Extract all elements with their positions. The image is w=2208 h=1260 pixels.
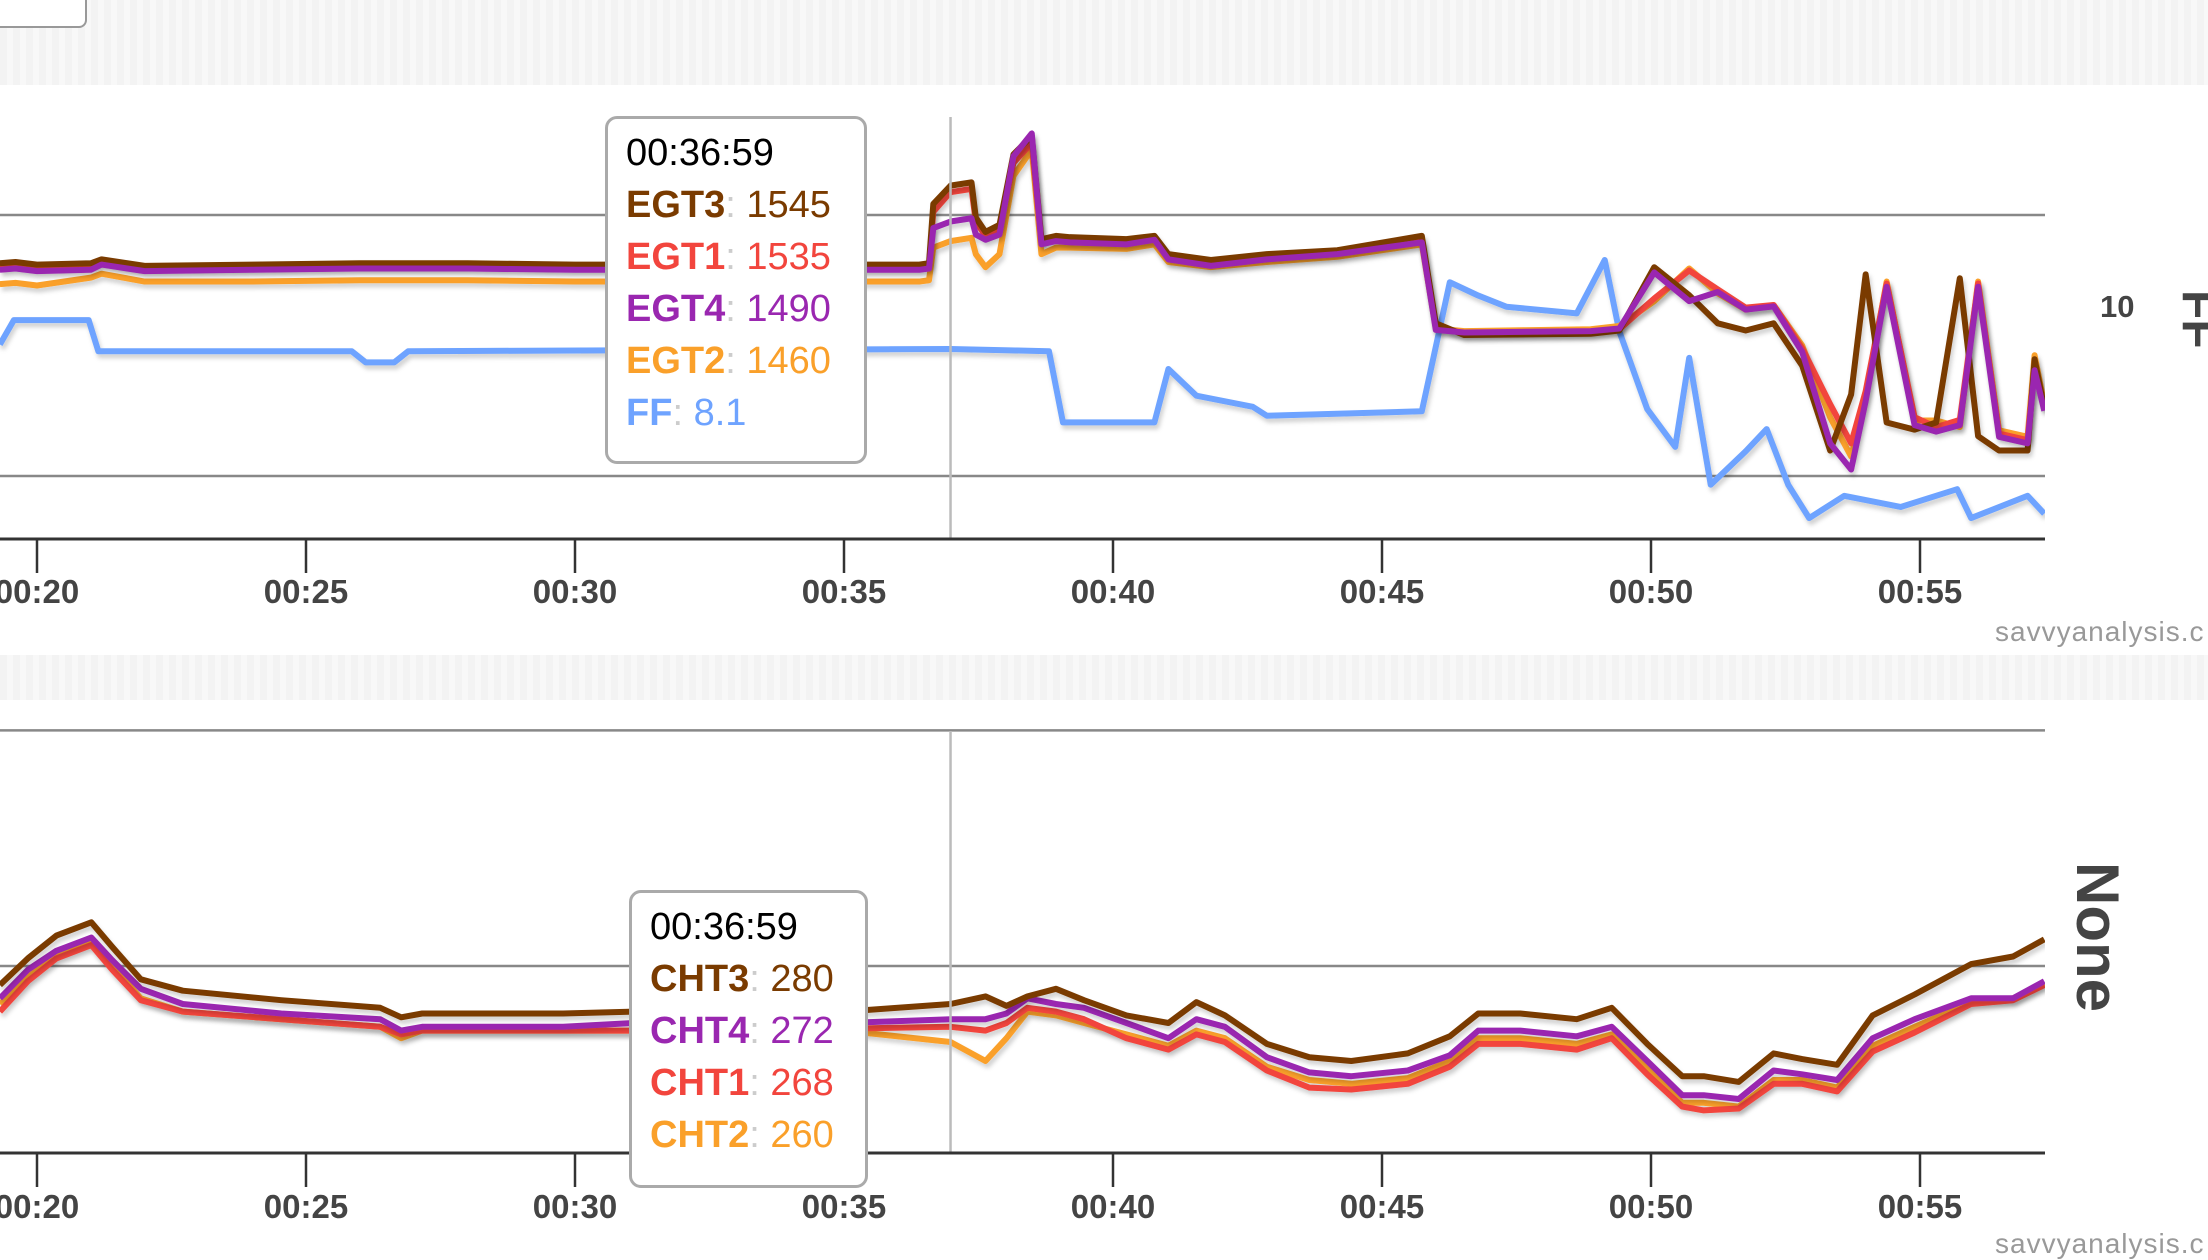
none-axis-label: None bbox=[2064, 862, 2131, 1012]
x-tick-label: 00:45 bbox=[1340, 573, 1424, 610]
series-value: 260 bbox=[770, 1114, 834, 1156]
tooltip-row-ff: FF: 8.1 bbox=[626, 392, 747, 434]
tooltip-cht: 00:36:59 CHT3: 280 CHT4: 272 CHT1: 268 CHT2… bbox=[629, 890, 868, 1188]
series-line-cht4 bbox=[0, 934, 2045, 1102]
x-tick-label: 00:20 bbox=[0, 1188, 79, 1225]
series-name: EGT4 bbox=[626, 288, 726, 330]
ff-axis-label: FF bbox=[2172, 290, 2208, 349]
ff-axis-tick: 10 bbox=[2100, 289, 2135, 324]
series-value: 1545 bbox=[746, 184, 831, 226]
tooltip-row-egt3: EGT3: 1545 bbox=[626, 184, 831, 226]
series-line-egt3 bbox=[0, 133, 2045, 454]
series-value: 268 bbox=[770, 1062, 834, 1104]
series-name: EGT2 bbox=[626, 340, 726, 382]
x-tick-label: 00:30 bbox=[533, 573, 617, 610]
tooltip-time: 00:36:59 bbox=[650, 906, 798, 948]
egt-ff-chart: 00:20 00:25 00:30 00:35 00:40 00:45 00:50 00:55 bbox=[0, 117, 2045, 610]
x-tick-label: 00:20 bbox=[0, 573, 79, 610]
series-name: FF bbox=[626, 392, 673, 434]
series-name: CHT1 bbox=[650, 1062, 750, 1104]
series-value: 1535 bbox=[746, 236, 831, 278]
series-value: 1490 bbox=[746, 288, 831, 330]
x-tick-label: 00:35 bbox=[802, 1188, 886, 1225]
series-value: 1460 bbox=[746, 340, 831, 382]
series-line-egt4 bbox=[0, 130, 2045, 473]
series-name: EGT1 bbox=[626, 236, 726, 278]
x-tick-label: 00:50 bbox=[1609, 1188, 1693, 1225]
x-tick-label: 00:50 bbox=[1609, 573, 1693, 610]
series-value: 8.1 bbox=[693, 392, 747, 434]
x-tick-label: 00:55 bbox=[1878, 1188, 1962, 1225]
series-line-ff bbox=[0, 257, 2045, 522]
series-name: CHT3 bbox=[650, 958, 750, 1000]
series-value: 280 bbox=[770, 958, 834, 1000]
separator-band bbox=[0, 655, 2208, 700]
series-group bbox=[0, 130, 2045, 522]
series-group bbox=[0, 919, 2045, 1114]
series-line-cht1 bbox=[0, 942, 2045, 1114]
x-tick-label: 00:45 bbox=[1340, 1188, 1424, 1225]
x-tick-label: 00:25 bbox=[264, 1188, 348, 1225]
watermark: savvyanalysis.c bbox=[1995, 616, 2205, 647]
tooltip-row-cht2: CHT2: 260 bbox=[650, 1114, 834, 1156]
x-tick-label: 00:40 bbox=[1071, 573, 1155, 610]
series-line-egt1 bbox=[0, 140, 2045, 447]
series-name: CHT4 bbox=[650, 1010, 750, 1052]
tooltip-row-cht1: CHT1: 268 bbox=[650, 1062, 834, 1104]
tooltip-egt: 00:36:59 EGT3: 1545 EGT1: 1535 EGT4: 1490 E… bbox=[605, 116, 867, 464]
series-line-cht3 bbox=[0, 919, 2045, 1085]
x-tick-label: 00:35 bbox=[802, 573, 886, 610]
control-box[interactable] bbox=[0, 0, 87, 28]
watermark-bottom: savvyanalysis.c bbox=[1995, 1228, 2205, 1259]
tooltip-time: 00:36:59 bbox=[626, 132, 774, 174]
tooltip-row-cht3: CHT3: 280 bbox=[650, 958, 834, 1000]
series-value: 272 bbox=[770, 1010, 834, 1052]
tooltip-row-egt1: EGT1: 1535 bbox=[626, 236, 831, 278]
x-tick-label: 00:40 bbox=[1071, 1188, 1155, 1225]
series-name: EGT3 bbox=[626, 184, 726, 226]
x-tick-label: 00:25 bbox=[264, 573, 348, 610]
cht-chart: 00:20 00:25 00:30 00:35 00:40 00:45 00:50 00:55 bbox=[0, 729, 2045, 1225]
tooltip-row-egt4: EGT4: 1490 bbox=[626, 288, 831, 330]
tooltip-row-cht4: CHT4: 272 bbox=[650, 1010, 834, 1052]
series-name: CHT2 bbox=[650, 1114, 750, 1156]
x-tick-label: 00:30 bbox=[533, 1188, 617, 1225]
header-band bbox=[0, 0, 2208, 85]
x-tick-label: 00:55 bbox=[1878, 573, 1962, 610]
tooltip-row-egt2: EGT2: 1460 bbox=[626, 340, 831, 382]
